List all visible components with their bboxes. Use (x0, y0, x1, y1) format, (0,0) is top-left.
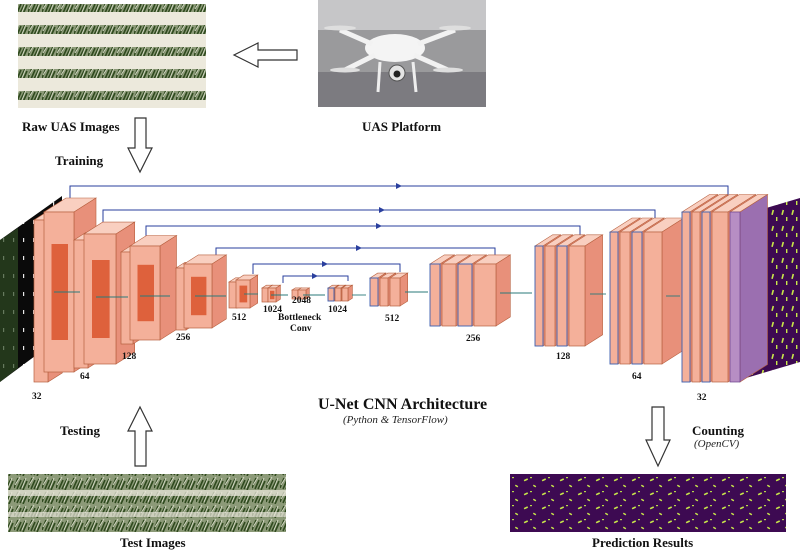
encoder-dim-label: 64 (80, 372, 90, 382)
decoder-block-512 (388, 272, 409, 307)
encoder-dim-label: 512 (232, 313, 247, 323)
platform-to-images-arrow (232, 42, 298, 68)
decoder-dim-label: 512 (385, 314, 400, 324)
encoder-block-256 (182, 254, 228, 329)
decoder-dim-label: 1024 (328, 305, 347, 315)
unet-blocks (32, 193, 769, 383)
testing-label: Testing (60, 423, 100, 438)
prediction-results-label: Prediction Results (592, 535, 694, 550)
prediction-results-image (510, 474, 786, 532)
decoder-block-64 (642, 217, 686, 365)
bottleneck-label: Bottleneck (278, 313, 322, 323)
decoder-block-256 (472, 254, 512, 327)
training-label: Training (55, 153, 104, 168)
encoder-dim-label: 256 (176, 333, 191, 343)
testing-arrow (127, 405, 153, 467)
conv-label: Conv (290, 324, 312, 334)
encoder-block-512 (234, 274, 259, 309)
platform-label: UAS Platform (362, 119, 442, 134)
decoder-dim-label: 256 (466, 334, 481, 344)
decoder-block-128 (567, 234, 604, 347)
counting-tool-label: (OpenCV) (694, 438, 740, 450)
test-images-label: Test Images (120, 535, 186, 550)
encoder-block-128 (128, 234, 178, 341)
diagram-subtitle: (Python & TensorFlow) (343, 414, 448, 426)
encoder-dim-label: 128 (122, 352, 137, 362)
raw-uas-image (18, 4, 206, 108)
uas-platform-photo (318, 0, 486, 107)
diagram-title: U-Net CNN Architecture (318, 396, 488, 413)
bottleneck-block-2048 (296, 287, 311, 300)
counting-label: Counting (692, 423, 745, 438)
output-layer (728, 193, 769, 383)
raw-images-label: Raw UAS Images (22, 119, 120, 134)
encoder-block-1024 (266, 284, 282, 303)
encoder-dim-label: 2048 (292, 296, 311, 306)
decoder-dim-label: 64 (632, 372, 642, 382)
counting-arrow (645, 406, 671, 468)
training-arrow (127, 117, 153, 174)
encoder-dim-label: 32 (32, 392, 42, 402)
test-images (8, 474, 286, 532)
encoder-dim-label: 1024 (263, 305, 282, 315)
decoder-block-1024 (340, 284, 354, 302)
decoder-dim-label: 128 (556, 352, 571, 362)
decoder-dim-label: 32 (697, 393, 707, 403)
